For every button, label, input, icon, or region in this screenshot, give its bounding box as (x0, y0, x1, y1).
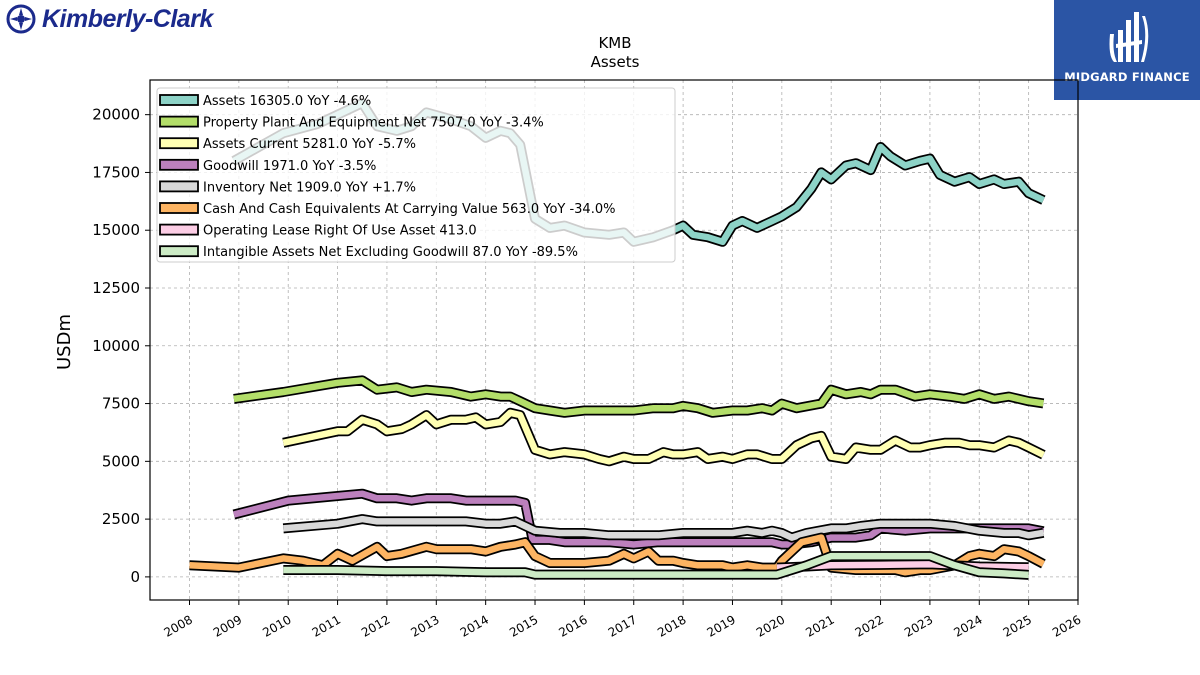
legend-swatch (159, 223, 199, 236)
legend-label: Cash And Cash Equivalents At Carrying Va… (203, 202, 615, 217)
x-tick-label: 2018 (655, 612, 688, 639)
series-line (233, 377, 1044, 417)
series-line (283, 515, 1044, 541)
x-tick-label: 2019 (705, 612, 738, 639)
y-tick-label: 7500 (102, 395, 140, 413)
y-tick-label: 5000 (102, 452, 140, 470)
x-tick-label: 2010 (260, 612, 293, 639)
x-tick-label: 2025 (1001, 612, 1034, 639)
x-tick-label: 2013 (408, 612, 441, 639)
legend-item: Property Plant And Equipment Net 7507.0 … (159, 115, 544, 131)
legend-label: Assets Current 5281.0 YoY -5.7% (203, 137, 416, 152)
legend-label: Intangible Assets Net Excluding Goodwill… (203, 245, 578, 260)
legend-swatch (159, 115, 199, 128)
kimberly-clark-emblem-icon (6, 4, 36, 34)
x-tick-label: 2015 (507, 612, 540, 639)
legend-item: Cash And Cash Equivalents At Carrying Va… (159, 202, 615, 217)
y-tick-label: 20000 (92, 106, 140, 124)
series-5 (189, 532, 1046, 578)
x-tick-label: 2011 (310, 612, 343, 639)
y-tick-label: 15000 (92, 221, 140, 239)
legend-label: Goodwill 1971.0 YoY -3.5% (203, 159, 376, 174)
x-tick-label: 2026 (1050, 612, 1083, 639)
legend: Assets 16305.0 YoY -4.6% Property Plant A… (156, 87, 676, 263)
x-tick-label: 2021 (803, 612, 836, 639)
series-4 (282, 514, 1045, 543)
chart-subtitle: Assets (591, 53, 640, 71)
x-tick-label: 2009 (211, 612, 244, 639)
y-tick-label: 2500 (102, 510, 140, 528)
legend-item: Assets Current 5281.0 YoY -5.7% (159, 137, 416, 152)
legend-swatch (159, 202, 199, 214)
legend-label: Operating Lease Right Of Use Asset 413.0 (203, 224, 477, 239)
legend-label: Assets 16305.0 YoY -4.6% (203, 94, 371, 109)
legend-label: Inventory Net 1909.0 YoY +1.7% (203, 180, 416, 195)
legend-item: Inventory Net 1909.0 YoY +1.7% (159, 180, 416, 195)
midgard-logo-icon (1109, 12, 1149, 62)
legend-swatch (159, 180, 199, 193)
legend-swatch (159, 245, 199, 258)
y-tick-label: 17500 (92, 163, 140, 181)
legend-item: Intangible Assets Net Excluding Goodwill… (159, 245, 578, 260)
x-tick-label: 2016 (556, 612, 589, 639)
y-tick-label: 10000 (92, 337, 140, 355)
x-tick-label: 2012 (359, 612, 392, 639)
series-line (189, 534, 1045, 576)
legend-item: Operating Lease Right Of Use Asset 413.0 (159, 223, 477, 239)
series-line (283, 552, 1029, 579)
series-1 (233, 375, 1045, 418)
x-tick-label: 2023 (902, 612, 935, 639)
x-tick-label: 2017 (606, 612, 639, 639)
y-axis-label: USDm (54, 314, 75, 370)
x-tick-label: 2008 (162, 612, 195, 639)
series-2 (282, 407, 1046, 467)
publisher-name: MIDGARD FINANCE (1064, 70, 1190, 84)
series-line (282, 409, 1045, 465)
legend-item: Goodwill 1971.0 YoY -3.5% (159, 158, 376, 174)
series-layer (189, 98, 1046, 580)
publisher-badge: MIDGARD FINANCE (1054, 0, 1200, 100)
company-wordmark: Kimberly-Clark (42, 4, 213, 33)
company-logo: Kimberly-Clark (6, 4, 213, 34)
series-line (233, 490, 1045, 548)
legend-label: Property Plant And Equipment Net 7507.0 … (203, 116, 544, 131)
legend-box (156, 87, 676, 263)
plot-frame (149, 79, 1079, 601)
x-tick-label: 2022 (853, 612, 886, 639)
y-tick-label: 0 (130, 568, 140, 586)
y-tick-label: 12500 (92, 279, 140, 297)
series-3 (232, 488, 1045, 550)
chart-title: KMB (598, 34, 631, 52)
legend-swatch (159, 94, 199, 106)
x-tick-label: 2020 (754, 612, 787, 639)
legend-swatch (159, 158, 199, 171)
legend-item: Assets 16305.0 YoY -4.6% (159, 94, 371, 109)
x-tick-label: 2024 (951, 612, 984, 639)
series-7 (283, 551, 1029, 580)
x-tick-label: 2014 (458, 612, 491, 639)
legend-swatch (159, 137, 199, 150)
